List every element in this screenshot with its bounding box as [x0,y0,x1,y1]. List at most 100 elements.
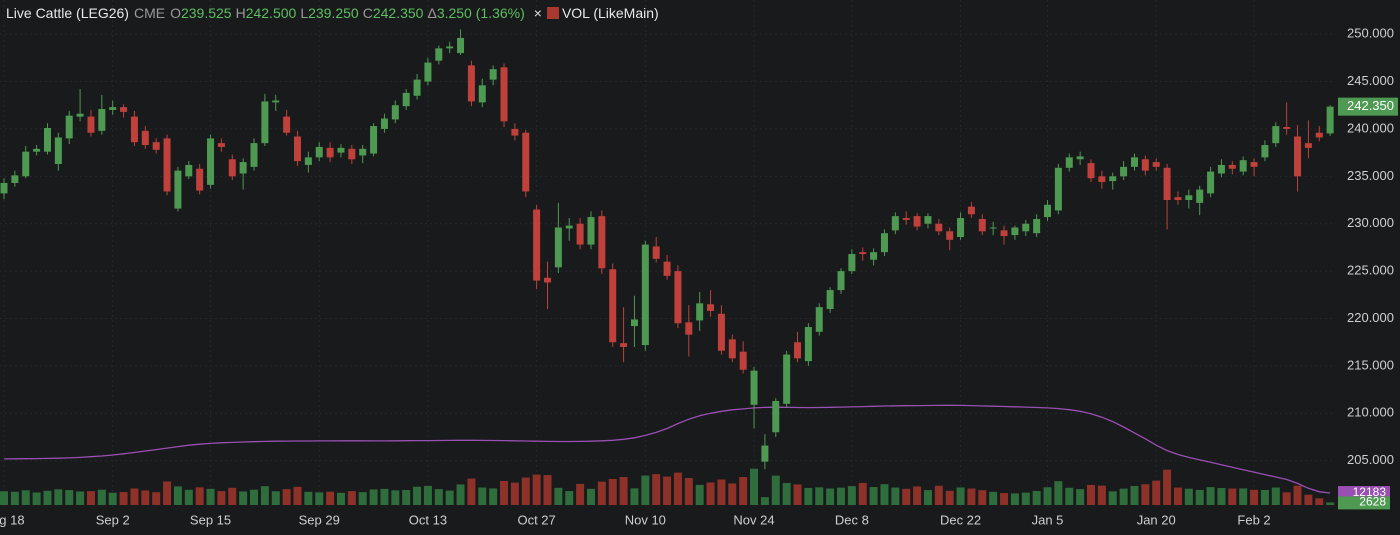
candle-body [283,116,291,133]
volume-bar [130,488,139,505]
candle-body [207,138,215,185]
candle-body [22,151,30,177]
candle-body [1076,156,1084,160]
field-value: 3.250 (1.36%) [436,5,525,21]
candle-body [565,225,573,229]
candle-body [1304,143,1312,148]
candle-body [1326,106,1334,134]
candle-body [728,339,736,359]
volume-bar [184,489,193,505]
volume-bar [652,474,661,505]
candle-body [65,115,73,139]
volume-bar [902,488,911,505]
volume-bar [1304,494,1313,505]
volume-bar [804,487,813,505]
x-tick-label: Sep 15 [190,512,231,527]
volume-bar [228,487,237,505]
volume-bar [1141,484,1150,505]
volume-bar [934,485,943,505]
volume-bar [380,488,389,505]
candle-body [848,254,856,272]
field-label: L [300,5,309,21]
volume-bar [1195,489,1204,505]
candle-body [380,118,388,129]
field-label: H [235,5,246,21]
ohlc-field: C 242.350 [363,5,424,21]
candle-body [1152,162,1160,167]
volume-bar [500,480,509,505]
candle-body [674,271,682,324]
candle-body [761,445,769,462]
candle-body [163,138,171,192]
candle-body [1000,230,1008,237]
candle-body [174,170,182,209]
volume-bar [858,482,867,505]
candle-body [913,216,921,227]
candle-body [935,223,943,232]
volume-value-box [1338,496,1390,510]
candle-body [0,182,8,194]
volume-bar [576,483,585,505]
volume-bar [510,482,519,505]
volume-bar [1021,492,1030,505]
candle-body [337,147,345,153]
volume-bar [684,478,693,505]
field-value: 239.250 [308,5,359,21]
y-tick-label: 240.000 [1347,120,1394,135]
x-tick-label: Jan 5 [1032,512,1064,527]
volume-bar [1326,502,1335,505]
y-tick-label: 225.000 [1347,263,1394,278]
field-value: 239.525 [180,5,232,21]
candle-body [652,246,660,259]
volume-bar [1130,485,1139,505]
volume-bar [1065,487,1074,505]
volume-bar [739,477,748,505]
volume-bar [847,486,856,505]
volume-bar [521,477,530,505]
candle-body [500,67,508,122]
volume-bar [1087,484,1095,505]
volume-bar [173,486,182,505]
candle-body [141,130,149,146]
volume-bar [782,482,791,505]
volume-bar [32,492,41,505]
candle-body [261,101,269,144]
volume-bar [445,490,454,505]
last-price-label: 242.350 [1347,98,1394,113]
candle-body [348,148,356,160]
y-tick-label: 230.000 [1347,215,1394,230]
volume-bar [597,481,606,505]
candle-body [1054,167,1062,211]
indicator[interactable]: VOL (LikeMain) [546,5,659,21]
volume-line-value: 12183 [1353,485,1387,499]
volume-bar [369,489,378,505]
ohlc-fields: O 239.525 H 242.500 L 239.250 C 242.350 Δ 3.250 (… [170,5,525,21]
volume-bar [793,484,802,505]
close-icon[interactable]: × [533,5,542,21]
candle-body [772,400,780,433]
volume-bar [554,487,563,505]
candle-body [11,175,19,183]
candle-body [815,307,823,332]
candle-body [1261,145,1269,158]
candle-body [54,137,62,164]
volume-bar [565,491,574,505]
volume-bar [1000,493,1009,505]
field-value: 242.500 [245,5,297,21]
x-tick-label: Nov 24 [733,512,774,527]
candle-body [902,218,910,220]
volume-bar [76,491,85,505]
volume-bar [152,492,161,505]
volume-bar [586,488,595,505]
field-value: 242.350 [372,5,424,21]
ohlc-field: Δ 3.250 (1.36%) [427,5,524,21]
volume-bar [489,488,498,505]
volume-bar [195,487,204,505]
y-tick-label: 215.000 [1347,357,1394,372]
candle-body [152,142,160,150]
candle-body [457,37,465,54]
volume-bar [1239,488,1248,505]
candle-body [880,233,888,253]
chart-header: Live Cattle (LEG26) CME O 239.525 H 242.500… [6,5,659,21]
volume-bar [293,486,302,505]
